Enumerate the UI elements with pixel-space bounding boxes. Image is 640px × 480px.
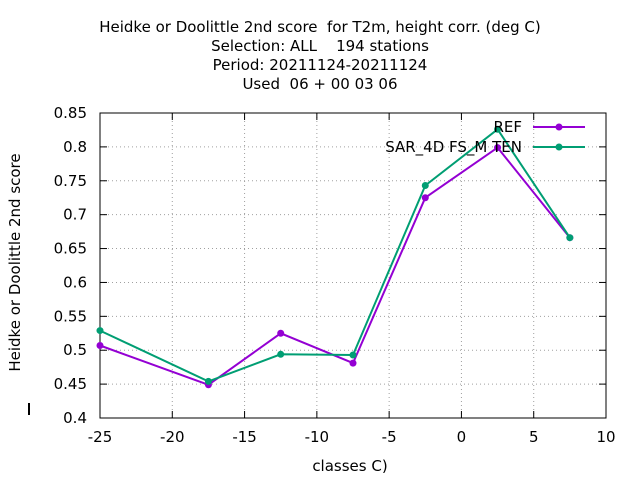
legend-item: REF [493,118,585,136]
series-2 [96,125,574,385]
data-point [277,329,285,337]
y-tick-label: 0.6 [63,273,87,291]
y-tick-label: 0.75 [54,172,87,190]
y-tick-label: 0.85 [54,104,87,122]
data-point [96,341,104,349]
data-point [277,350,285,358]
x-tick-label: 10 [596,428,615,446]
x-tick-label: -10 [305,428,330,446]
data-point [421,194,429,202]
legend: REF SAR_4D FS_M TEN [385,118,585,157]
data-point [566,234,574,242]
series-line [99,127,571,383]
y-tick-label: 0.55 [54,307,87,325]
x-tick-label: -15 [232,428,257,446]
legend-marker [555,143,563,151]
y-axis-label: Heidke or Doolittle 2nd score [6,153,24,371]
y-tick-label: 0.7 [63,206,87,224]
axis-ticks: -25 -20 -15 -10 -5 0 5 10 0.4 0.45 0.5 0.55 0.6 0.65 0… [54,104,616,446]
x-tick-label: -20 [160,428,185,446]
x-tick-label: 5 [529,428,539,446]
series-line [99,146,571,386]
x-tick-label: -5 [382,428,397,446]
data-point [96,327,104,335]
chart-title: Heidke or Doolittle 2nd score for T2m, h… [99,18,541,36]
legend-item: SAR_4D FS_M TEN [385,138,585,157]
y-tick-label: 0.65 [54,240,87,258]
data-point [421,182,429,190]
legend-label: SAR_4D FS_M TEN [385,138,522,157]
data-point [349,359,357,367]
x-tick-label: 0 [457,428,467,446]
y-tick-label: 0.5 [63,341,87,359]
data-point [204,377,212,385]
chart-subtitle-used: Used 06 + 00 03 06 [242,75,398,93]
x-tick-label: -25 [88,428,113,446]
plot-frame [99,112,607,419]
data-point [494,144,502,152]
grid [100,113,606,418]
x-axis-label: classes C) [312,457,387,475]
data-point [494,125,502,133]
chart-subtitle-selection: Selection: ALL 194 stations [211,37,429,55]
y-tick-label: 0.45 [54,375,87,393]
y-tick-label: 0.4 [63,409,87,427]
data-point [349,351,357,359]
chart-subtitle-period: Period: 20211124-20211124 [212,56,428,74]
legend-marker [555,123,563,131]
series-layer [96,125,574,389]
legend-label: REF [493,118,522,136]
y-tick-label: 0.8 [63,138,87,156]
